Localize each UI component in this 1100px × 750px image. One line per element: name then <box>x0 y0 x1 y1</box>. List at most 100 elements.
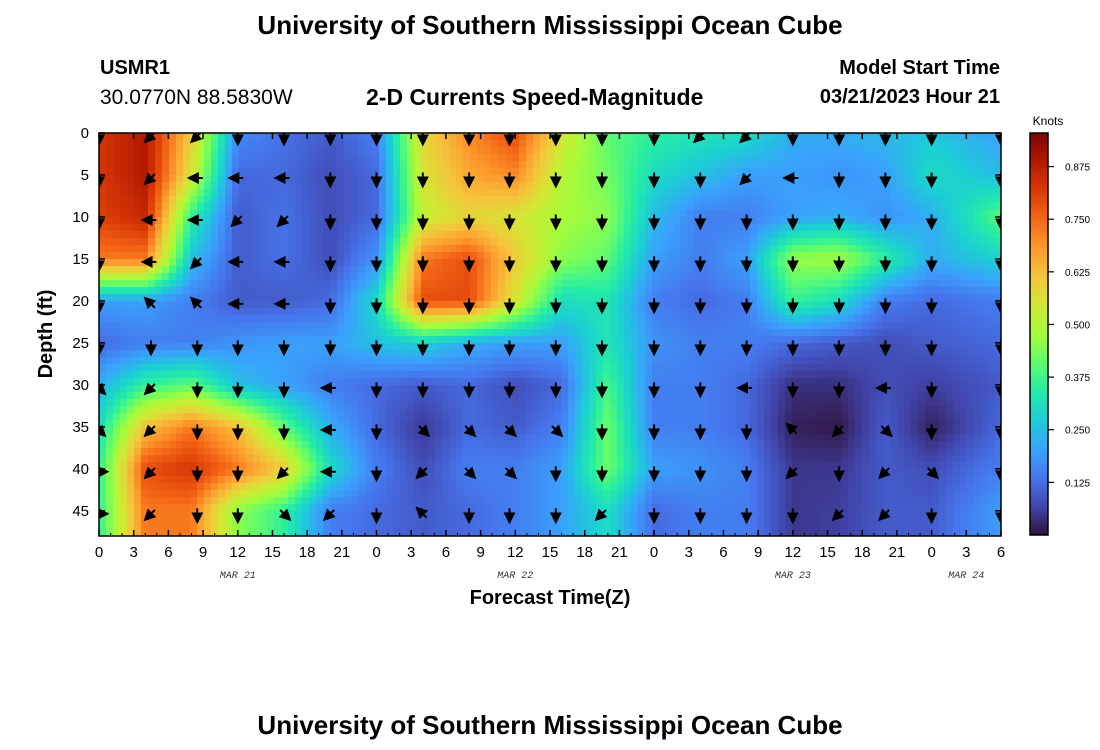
heatmap-cell <box>281 203 289 211</box>
heatmap-cell <box>666 392 674 400</box>
heatmap-cell <box>239 441 247 449</box>
heatmap-cell <box>414 273 422 281</box>
heatmap-cell <box>155 518 163 526</box>
heatmap-cell <box>260 364 268 372</box>
heatmap-cell <box>547 420 555 428</box>
heatmap-cell <box>127 308 135 316</box>
heatmap-cell <box>302 511 310 519</box>
heatmap-cell <box>295 287 303 295</box>
heatmap-cell <box>176 483 184 491</box>
heatmap-cell <box>372 294 380 302</box>
heatmap-cell <box>456 532 464 536</box>
heatmap-cell <box>470 322 478 330</box>
heatmap-cell <box>344 329 352 337</box>
heatmap-cell <box>218 147 226 155</box>
heatmap-cell <box>211 371 219 379</box>
heatmap-cell <box>477 434 485 442</box>
heatmap-cell <box>169 364 177 372</box>
heatmap-cell <box>631 469 639 477</box>
heatmap-cell <box>358 497 366 505</box>
heatmap-cell <box>379 168 387 176</box>
heatmap-cell <box>561 217 569 225</box>
heatmap-cell <box>540 329 548 337</box>
heatmap-cell <box>666 273 674 281</box>
heatmap-cell <box>141 504 149 512</box>
heatmap-cell <box>127 238 135 246</box>
heatmap-cell <box>379 427 387 435</box>
heatmap-cell <box>176 245 184 253</box>
heatmap-cell <box>197 525 205 533</box>
heatmap-cell <box>316 203 324 211</box>
heatmap-cell <box>407 154 415 162</box>
heatmap-cell <box>267 448 275 456</box>
heatmap-cell <box>218 266 226 274</box>
heatmap-cell <box>225 287 233 295</box>
heatmap-cell <box>617 175 625 183</box>
heatmap-cell <box>113 273 121 281</box>
heatmap-cell <box>372 525 380 533</box>
heatmap-cell <box>463 483 471 491</box>
heatmap-cell <box>638 399 646 407</box>
heatmap-cell <box>211 399 219 407</box>
heatmap-cell <box>624 154 632 162</box>
heatmap-cell <box>505 455 513 463</box>
heatmap-cell <box>344 147 352 155</box>
heatmap-cell <box>295 196 303 204</box>
heatmap-cell <box>288 231 296 239</box>
heatmap-cell <box>260 525 268 533</box>
heatmap-cell <box>603 448 611 456</box>
heatmap-cell <box>141 161 149 169</box>
heatmap-cell <box>435 469 443 477</box>
heatmap-cell <box>456 238 464 246</box>
heatmap-cell <box>610 266 618 274</box>
heatmap-cell <box>309 504 317 512</box>
heatmap-cell <box>295 378 303 386</box>
heatmap-cell <box>694 371 702 379</box>
heatmap-cell <box>617 238 625 246</box>
heatmap-cell <box>400 385 408 393</box>
heatmap-cell <box>526 434 534 442</box>
heatmap-cell <box>323 252 331 260</box>
heatmap-cell <box>435 161 443 169</box>
heatmap-cell <box>505 441 513 449</box>
heatmap-cell <box>253 329 261 337</box>
heatmap-cell <box>309 273 317 281</box>
heatmap-cell <box>638 252 646 260</box>
heatmap-cell <box>99 154 107 162</box>
heatmap-cell <box>400 287 408 295</box>
heatmap-cell <box>561 252 569 260</box>
heatmap-cell <box>491 483 499 491</box>
heatmap-cell <box>183 196 191 204</box>
heatmap-cell <box>393 259 401 267</box>
heatmap-cell <box>253 147 261 155</box>
heatmap-cell <box>148 483 156 491</box>
heatmap-cell <box>680 189 688 197</box>
heatmap-cell <box>652 154 660 162</box>
heatmap-cell <box>169 469 177 477</box>
heatmap-cell <box>120 392 128 400</box>
heatmap-cell <box>610 147 618 155</box>
heatmap-cell <box>393 238 401 246</box>
heatmap-cell <box>659 378 667 386</box>
heatmap-cell <box>540 413 548 421</box>
heatmap-cell <box>204 329 212 337</box>
heatmap-cell <box>148 490 156 498</box>
heatmap-cell <box>645 175 653 183</box>
heatmap-cell <box>295 294 303 302</box>
heatmap-cell <box>106 280 114 288</box>
heatmap-cell <box>645 266 653 274</box>
heatmap-cell <box>526 392 534 400</box>
heatmap-cell <box>379 294 387 302</box>
heatmap-cell <box>141 301 149 309</box>
heatmap-cell <box>323 476 331 484</box>
heatmap-cell <box>617 532 625 536</box>
heatmap-cell <box>435 420 443 428</box>
heatmap-cell <box>344 287 352 295</box>
heatmap-cell <box>386 210 394 218</box>
heatmap-cell <box>463 364 471 372</box>
heatmap-cell <box>288 448 296 456</box>
heatmap-cell <box>260 434 268 442</box>
heatmap-cell <box>211 308 219 316</box>
heatmap-cell <box>519 210 527 218</box>
heatmap-cell <box>372 497 380 505</box>
